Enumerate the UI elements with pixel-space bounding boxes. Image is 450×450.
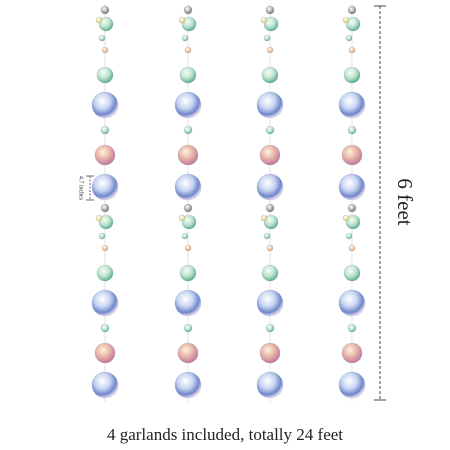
bubble	[342, 214, 350, 222]
bubble	[181, 214, 197, 230]
bubble	[174, 289, 202, 317]
bubble	[183, 323, 193, 333]
bubble	[265, 125, 275, 135]
bubble	[263, 232, 271, 240]
bubble	[100, 125, 110, 135]
bubble	[91, 289, 119, 317]
bubble	[96, 66, 114, 84]
bubble	[96, 264, 114, 282]
bubble	[347, 323, 357, 333]
bubble	[183, 5, 193, 15]
bubble	[100, 203, 110, 213]
bubble	[348, 46, 356, 54]
bubble	[177, 144, 199, 166]
caption: 4 garlands included, totally 24 feet	[107, 425, 343, 444]
bubble	[100, 323, 110, 333]
bubble	[345, 16, 361, 32]
bubble	[100, 5, 110, 15]
bubble	[345, 34, 353, 42]
bubble	[177, 342, 199, 364]
bubble	[256, 91, 284, 119]
bubble	[94, 144, 116, 166]
bubble	[256, 173, 284, 201]
bubble	[266, 46, 274, 54]
bubble	[91, 91, 119, 119]
bubble	[338, 91, 366, 119]
bubble	[263, 16, 279, 32]
bubble	[347, 125, 357, 135]
bubble	[338, 289, 366, 317]
bubble	[179, 264, 197, 282]
bubble	[341, 144, 363, 166]
bubble	[98, 34, 106, 42]
bubble	[261, 66, 279, 84]
bubble	[178, 214, 186, 222]
bubble	[98, 232, 106, 240]
garlands	[91, 4, 366, 402]
bubble	[256, 371, 284, 399]
bubble	[265, 323, 275, 333]
bubble	[345, 232, 353, 240]
bubble	[260, 16, 268, 24]
bubble	[342, 16, 350, 24]
bubble	[265, 5, 275, 15]
spacing-label: 4.7 inches	[78, 176, 84, 201]
bubble	[347, 5, 357, 15]
height-dimension	[374, 5, 386, 401]
bubble	[91, 371, 119, 399]
bubble	[179, 66, 197, 84]
bubble	[101, 244, 109, 252]
bubble	[94, 342, 116, 364]
bubble	[338, 173, 366, 201]
bubble	[343, 66, 361, 84]
bubble	[343, 264, 361, 282]
bubble	[260, 214, 268, 222]
bubble	[174, 173, 202, 201]
bubble	[95, 16, 103, 24]
bubble	[101, 46, 109, 54]
bubble	[266, 244, 274, 252]
height-label: 6 feet	[393, 178, 417, 225]
bubble	[338, 371, 366, 399]
bubble	[263, 34, 271, 42]
bubble	[98, 214, 114, 230]
bubble	[184, 244, 192, 252]
bubble	[174, 371, 202, 399]
bubble	[348, 244, 356, 252]
bubble	[256, 289, 284, 317]
bubble	[95, 214, 103, 222]
bubble	[347, 203, 357, 213]
bubble	[181, 232, 189, 240]
bubble	[265, 203, 275, 213]
bubble	[181, 16, 197, 32]
bubble	[345, 214, 361, 230]
bubble	[183, 203, 193, 213]
bubble	[178, 16, 186, 24]
bubble	[341, 342, 363, 364]
bubble	[181, 34, 189, 42]
bubble	[261, 264, 279, 282]
bubble	[174, 91, 202, 119]
bubble	[263, 214, 279, 230]
spacing-dimension	[86, 175, 94, 201]
bubble	[98, 16, 114, 32]
bubble	[259, 144, 281, 166]
bubble	[91, 173, 119, 201]
bubble	[259, 342, 281, 364]
bubble	[183, 125, 193, 135]
bubble	[184, 46, 192, 54]
